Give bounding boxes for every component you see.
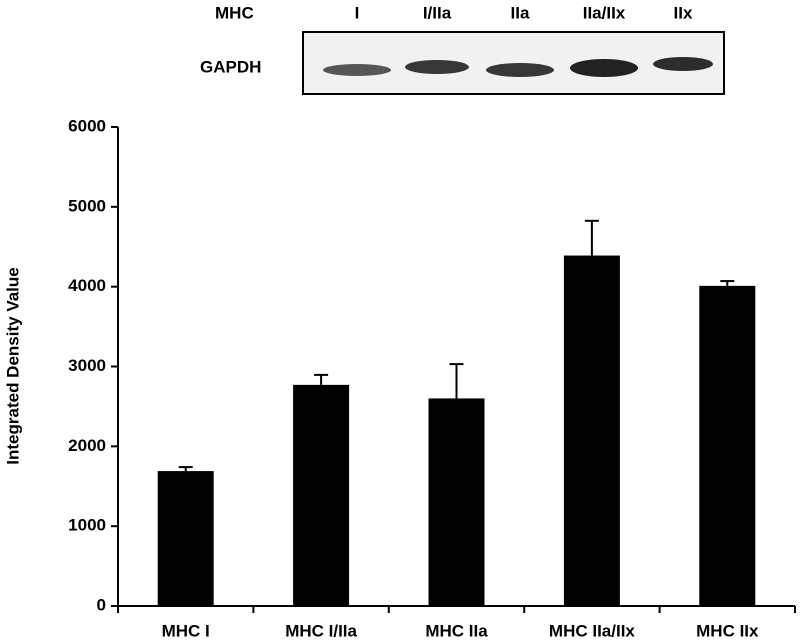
bar <box>428 398 485 606</box>
y-tick-label: 5000 <box>68 196 106 215</box>
blot-row-label: MHC <box>215 3 254 22</box>
blot-lane-label: IIa <box>511 3 530 22</box>
y-tick-label: 3000 <box>68 356 106 375</box>
bar <box>699 285 756 606</box>
blot-band <box>405 60 469 74</box>
blot-band <box>486 63 554 77</box>
blot-lane-label: IIx <box>674 3 693 22</box>
x-tick-label: MHC IIa <box>425 621 488 640</box>
bar <box>293 384 350 606</box>
bar <box>563 255 620 606</box>
y-tick-label: 1000 <box>68 516 106 535</box>
x-tick-label: MHC I/IIa <box>285 621 357 640</box>
x-tick-label: MHC IIx <box>696 621 759 640</box>
blot-lane-label: I <box>355 3 360 22</box>
blot-bands <box>323 57 713 77</box>
y-tick-label: 6000 <box>68 116 106 135</box>
y-tick-label: 0 <box>97 595 106 614</box>
blot-band <box>323 64 391 76</box>
x-tick-label: MHC I <box>162 621 210 640</box>
y-axis-label: Integrated Density Value <box>3 267 22 464</box>
error-bar <box>720 280 735 286</box>
blot-lane-label: IIa/IIx <box>583 3 626 22</box>
blot-row-label: GAPDH <box>200 57 261 76</box>
y-tick-label: 2000 <box>68 436 106 455</box>
blot-band <box>653 57 713 71</box>
blot-band <box>570 59 638 77</box>
bar <box>157 471 214 606</box>
error-bar <box>449 363 464 399</box>
error-bar <box>584 219 599 256</box>
y-tick-label: 4000 <box>68 276 106 295</box>
x-tick-label: MHC IIa/IIx <box>549 621 636 640</box>
error-bar <box>314 373 329 385</box>
error-bar <box>178 466 193 472</box>
blot-lane-label: I/IIa <box>423 3 452 22</box>
